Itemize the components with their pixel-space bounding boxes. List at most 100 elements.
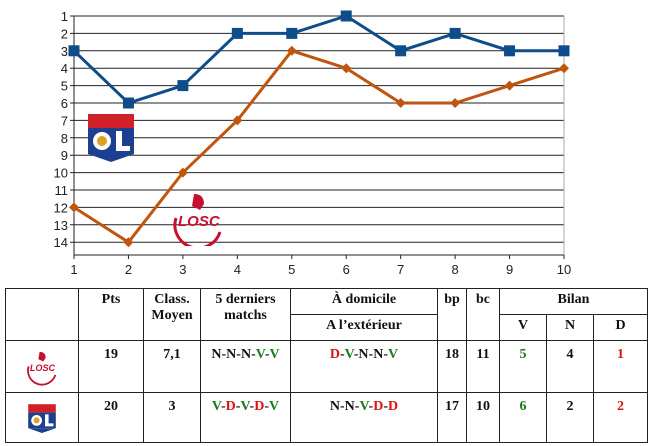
class: 7,1 [143, 340, 201, 393]
x-tick-label: 9 [506, 262, 513, 277]
result-V: V [255, 347, 265, 362]
bp: 17 [437, 392, 467, 443]
data-point [286, 27, 298, 39]
result-N: N [211, 347, 222, 362]
data-point [231, 27, 243, 39]
data-point [122, 97, 134, 109]
bc: 11 [466, 340, 500, 393]
table-row-ol: 20 3 V-D-V-D-V N-N-V-D-D 17 10 6 2 2 [5, 392, 648, 443]
x-tick-label: 8 [451, 262, 458, 277]
y-tick-label: 10 [54, 166, 68, 181]
data-point [68, 45, 80, 57]
result-N: N [240, 347, 252, 362]
result-N: N [344, 399, 355, 414]
x-tick-label: 10 [557, 262, 571, 277]
y-tick-label: 1 [61, 9, 68, 24]
data-point [232, 115, 243, 126]
result-N: N [329, 399, 340, 414]
result-V: V [344, 347, 354, 362]
draws: 2 [546, 392, 594, 443]
table-row-losc: LOSC 19 7,1 N-N-N-V-V D-V-N-N-V 18 11 5 … [5, 340, 648, 393]
data-point [341, 63, 352, 74]
y-tick-label: 3 [61, 44, 68, 59]
x-tick-label: 6 [343, 262, 350, 277]
wins: 5 [499, 340, 547, 393]
result-V: V [211, 399, 221, 414]
y-tick-label: 4 [61, 61, 68, 76]
data-point [449, 27, 461, 39]
x-tick-label: 5 [288, 262, 295, 277]
data-point [340, 10, 352, 22]
y-tick-label: 12 [54, 200, 68, 215]
last5: N-N-N-V-V [200, 340, 291, 393]
y-tick-label: 8 [61, 131, 68, 146]
bp: 18 [437, 340, 467, 393]
y-tick-label: 14 [54, 235, 68, 250]
result-V: V [240, 399, 250, 414]
result-V: V [269, 347, 280, 362]
class: 3 [143, 392, 201, 443]
x-tick-label: 3 [179, 262, 186, 277]
standings-table: Pts Class. Moyen 5 derniers matchs À domic… [5, 288, 648, 443]
losses: 1 [593, 340, 648, 393]
x-tick-label: 4 [234, 262, 241, 277]
result-N: N [373, 347, 384, 362]
y-tick-label: 9 [61, 148, 68, 163]
data-point [395, 45, 407, 57]
ol-logo [5, 392, 79, 443]
ol-logo-chart [88, 114, 134, 162]
bc-header: bc [466, 288, 500, 341]
draws: 4 [546, 340, 594, 393]
svg-text:LOSC: LOSC [178, 213, 221, 230]
home-away: N-N-V-D-D [290, 392, 438, 443]
result-N: N [226, 347, 237, 362]
y-tick-label: 6 [61, 96, 68, 111]
data-point [69, 202, 79, 213]
data-point [558, 45, 570, 57]
x-tick-label: 7 [397, 262, 404, 277]
losc-logo: LOSC [5, 340, 79, 393]
n-header: N [546, 314, 594, 341]
data-point [504, 45, 516, 57]
x-tick-label: 2 [125, 262, 132, 277]
data-point [123, 237, 134, 248]
result-D: D [329, 347, 340, 362]
y-tick-label: 11 [55, 183, 69, 198]
x-tick-label: 1 [70, 262, 77, 277]
result-D: D [225, 399, 236, 414]
result-D: D [388, 399, 399, 414]
pts-header: Pts [78, 288, 144, 341]
bc: 10 [466, 392, 500, 443]
y-tick-label: 2 [61, 26, 68, 41]
series-line-1 [73, 49, 565, 245]
home-away: D-V-N-N-V [290, 340, 438, 393]
logo-header [5, 288, 79, 341]
last5-header: 5 derniers matchs [200, 288, 291, 341]
last5: V-D-V-D-V [200, 392, 291, 443]
data-point [395, 98, 406, 108]
pts: 19 [78, 340, 144, 393]
data-point [450, 98, 461, 108]
losc-logo-chart: LOSC [173, 194, 222, 246]
result-V: V [359, 399, 369, 414]
v-header: V [499, 314, 547, 341]
y-tick-label: 5 [61, 79, 68, 94]
data-point [177, 80, 189, 92]
class-header: Class. Moyen [143, 288, 201, 341]
series-line-0 [72, 14, 564, 105]
result-V: V [388, 347, 399, 362]
away-header: A l’extérieur [290, 314, 438, 341]
svg-text:LOSC: LOSC [30, 363, 56, 373]
d-header: D [593, 314, 648, 341]
result-D: D [254, 399, 265, 414]
losses: 2 [593, 392, 648, 443]
home-header: À domicile [290, 288, 438, 315]
data-point [286, 45, 297, 56]
data-point [504, 80, 515, 91]
pts: 20 [78, 392, 144, 443]
result-N: N [358, 347, 369, 362]
bilan-header: Bilan [499, 288, 648, 315]
result-V: V [268, 399, 280, 414]
wins: 6 [499, 392, 547, 443]
